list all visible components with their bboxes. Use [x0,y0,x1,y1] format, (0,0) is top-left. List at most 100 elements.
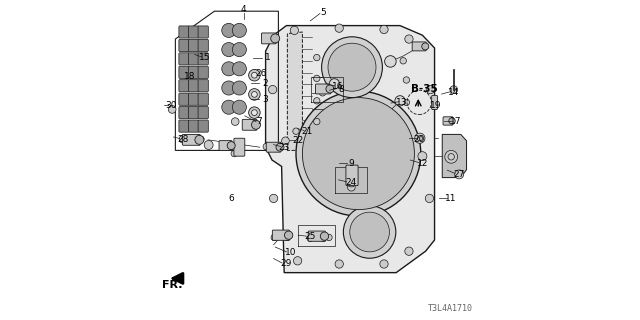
FancyBboxPatch shape [412,42,426,51]
FancyBboxPatch shape [179,120,189,132]
Circle shape [276,143,284,151]
Circle shape [296,91,421,216]
Circle shape [314,98,320,104]
Polygon shape [442,134,467,178]
FancyBboxPatch shape [234,138,245,156]
Text: 8: 8 [338,85,344,94]
Circle shape [445,150,458,163]
FancyBboxPatch shape [188,80,198,92]
Polygon shape [287,32,302,150]
FancyBboxPatch shape [198,53,209,65]
Text: 10: 10 [285,248,296,257]
Circle shape [329,79,339,89]
Text: 14: 14 [448,88,460,97]
FancyBboxPatch shape [179,53,189,65]
Circle shape [380,260,388,268]
FancyBboxPatch shape [266,142,281,152]
Circle shape [290,26,298,35]
FancyBboxPatch shape [198,39,209,52]
Text: 4: 4 [241,5,246,14]
Circle shape [307,235,314,242]
FancyBboxPatch shape [273,230,290,240]
Text: 9: 9 [349,159,354,168]
Text: 12: 12 [417,159,428,168]
FancyBboxPatch shape [179,107,189,119]
Circle shape [232,118,239,125]
Text: 17: 17 [451,117,461,126]
FancyBboxPatch shape [179,39,189,52]
Circle shape [252,120,260,129]
FancyBboxPatch shape [182,134,200,145]
Circle shape [450,86,458,93]
Circle shape [293,128,300,134]
Text: 24: 24 [346,178,357,187]
FancyBboxPatch shape [198,26,209,38]
Circle shape [426,85,435,94]
Circle shape [227,141,236,149]
Circle shape [248,107,260,118]
Text: 29: 29 [281,260,292,268]
Circle shape [248,89,260,100]
Circle shape [417,136,422,141]
Circle shape [252,110,257,116]
Circle shape [252,72,257,78]
FancyBboxPatch shape [198,120,209,132]
Circle shape [269,85,277,94]
Circle shape [328,43,376,91]
Circle shape [271,234,278,241]
Polygon shape [266,26,435,273]
Text: 28: 28 [177,135,189,144]
FancyBboxPatch shape [219,140,232,150]
FancyBboxPatch shape [179,66,189,78]
Text: FR.: FR. [162,280,182,290]
Circle shape [403,77,410,83]
Text: 11: 11 [445,194,457,203]
Circle shape [348,183,355,191]
Circle shape [282,137,289,145]
Circle shape [350,212,389,252]
Circle shape [320,235,326,242]
Circle shape [346,177,356,187]
FancyBboxPatch shape [188,26,198,38]
Text: 18: 18 [184,72,195,81]
Circle shape [195,135,204,144]
Circle shape [400,58,406,64]
Text: B-35: B-35 [412,84,438,94]
Circle shape [455,170,464,179]
Text: 16: 16 [332,82,343,91]
Circle shape [449,118,455,124]
Circle shape [335,260,344,268]
Circle shape [232,100,246,114]
Circle shape [269,194,278,203]
FancyBboxPatch shape [188,53,198,65]
Circle shape [302,98,415,210]
Circle shape [284,234,291,241]
Circle shape [425,194,434,203]
Circle shape [415,133,425,143]
Text: 15: 15 [199,53,211,62]
Circle shape [252,92,257,97]
Text: 2: 2 [262,79,268,88]
Circle shape [179,135,187,143]
Circle shape [232,43,246,57]
FancyBboxPatch shape [179,80,189,92]
Text: T3L4A1710: T3L4A1710 [428,304,473,313]
Text: 19: 19 [430,101,442,110]
Circle shape [221,81,236,95]
FancyBboxPatch shape [179,93,189,105]
FancyBboxPatch shape [443,117,453,125]
Circle shape [232,62,246,76]
Circle shape [314,75,320,82]
Circle shape [403,99,410,106]
Text: 23: 23 [278,143,290,152]
Circle shape [319,90,326,96]
FancyBboxPatch shape [198,93,209,105]
Circle shape [284,231,293,239]
Circle shape [395,96,405,106]
Circle shape [231,150,237,157]
Circle shape [204,140,213,149]
Circle shape [198,136,204,142]
Text: 25: 25 [305,232,316,241]
FancyBboxPatch shape [198,66,209,78]
Circle shape [271,34,280,43]
